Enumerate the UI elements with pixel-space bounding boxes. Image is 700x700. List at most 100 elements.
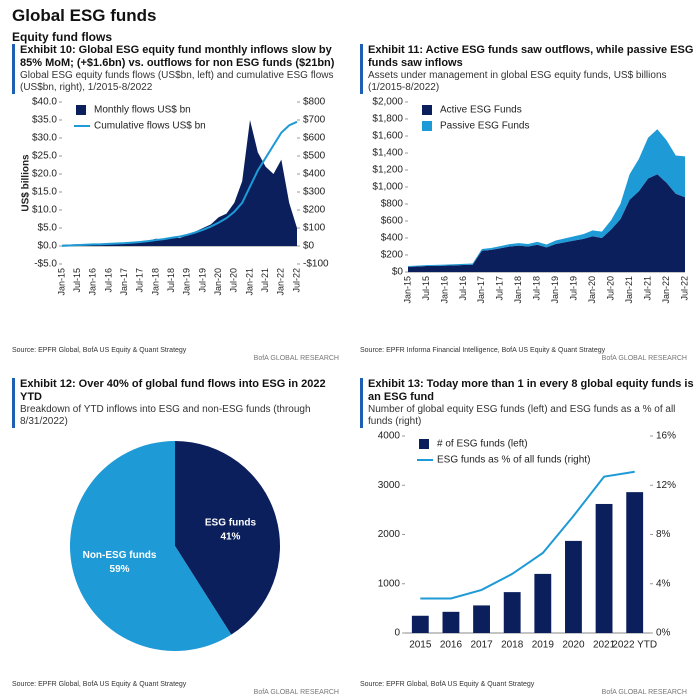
y-tick-label: $2,000 [372, 97, 403, 108]
y-tick-label: $25.0 [32, 151, 57, 162]
x-tick-label: Jan-20 [213, 268, 223, 296]
x-tick-label: Jul-16 [458, 276, 468, 301]
x-tick-label: 2019 [532, 640, 555, 651]
x-tick-label: Jul-22 [679, 276, 689, 301]
x-tick-label: 2018 [501, 640, 524, 651]
source: Source: EPFR Informa Financial Intellige… [360, 347, 606, 354]
legend-label: Cumulative flows US$ bn [94, 121, 206, 132]
x-tick-label: Jan-20 [587, 276, 597, 304]
x-tick-label: Jul-19 [197, 268, 207, 293]
x-tick-label: 2022 YTD [612, 640, 657, 651]
y-tick-label: $40.0 [32, 97, 57, 108]
bar [565, 540, 582, 633]
y2-tick-label: $700 [303, 115, 326, 126]
x-tick-label: Jul-15 [72, 268, 82, 293]
panel: Exhibit 11: Active ESG funds saw outflow… [360, 44, 695, 362]
x-tick-label: Jul-18 [166, 268, 176, 293]
legend-swatch [419, 439, 429, 449]
x-tick-label: Jul-16 [103, 268, 113, 293]
bar [534, 573, 552, 633]
y2-tick-label: $800 [303, 97, 326, 108]
chart: 0 1000 2000 3000 4000 0% 4% 8% 12% 16% 2015 2016 201… [378, 431, 676, 651]
y-tick-label: $0.0 [38, 241, 58, 252]
exhibit-title: Exhibit 11: Active ESG funds saw outflow… [360, 44, 695, 70]
x-tick-label: Jul-21 [260, 268, 270, 293]
pie-slice [69, 441, 232, 651]
legend-label: Monthly flows US$ bn [94, 105, 191, 116]
exhibit-subtitle: Global ESG equity funds flows (US$bn, le… [12, 70, 347, 94]
y-tick-label: $10.0 [32, 205, 57, 216]
x-tick-label: 2017 [470, 640, 493, 651]
y-tick-label: $20.0 [32, 169, 57, 180]
y-tick-label: $1,000 [372, 182, 403, 193]
x-tick-label: Jan-18 [150, 268, 160, 296]
y-tick-label: 3000 [378, 480, 401, 491]
header: Global ESG funds Equity fund flows [12, 6, 157, 44]
bar [595, 503, 613, 633]
chart: -$5.0 $0.0 $5.0 $10.0 $15.0 $20.0 $25.0 $30.0 $3… [21, 97, 329, 296]
x-tick-label: 2020 [562, 640, 585, 651]
exhibit-subtitle: Assets under management in global ESG eq… [360, 70, 695, 94]
y-tick-label: $35.0 [32, 115, 57, 126]
credit: BofA GLOBAL RESEARCH [601, 355, 687, 362]
legend-label: # of ESG funds (left) [437, 439, 528, 450]
x-tick-label: Jul-21 [642, 276, 652, 301]
credit: BofA GLOBAL RESEARCH [253, 355, 339, 362]
page-title: Global ESG funds [12, 6, 157, 25]
y2-tick-label: $200 [303, 205, 326, 216]
y2-tick-label: 4% [656, 578, 671, 589]
x-tick-label: Jan-21 [624, 276, 634, 304]
y2-tick-label: 8% [656, 529, 671, 540]
exhibit-subtitle: Breakdown of YTD inflows into ESG and no… [12, 404, 347, 428]
y-tick-label: 2000 [378, 529, 401, 540]
y2-tick-label: 0% [656, 628, 671, 639]
slice-label: Non-ESG funds [83, 550, 157, 561]
source: Source: EPFR Global, BofA US Equity & Qu… [12, 347, 187, 354]
x-tick-label: Jul-15 [421, 276, 431, 301]
x-tick-label: Jan-19 [182, 268, 192, 296]
y2-tick-label: $100 [303, 223, 326, 234]
y2-tick-label: $500 [303, 151, 326, 162]
y2-tick-label: 16% [656, 431, 676, 442]
y-tick-label: $400 [381, 233, 404, 244]
x-tick-label: Jul-20 [606, 276, 616, 301]
area [408, 174, 685, 272]
slice-value: 59% [110, 564, 130, 575]
y-tick-label: $5.0 [38, 223, 58, 234]
exhibit-subtitle: Number of global equity ESG funds (left)… [360, 404, 695, 428]
pie-slice [175, 441, 280, 635]
exhibit-title: Exhibit 10: Global ESG equity fund month… [12, 44, 347, 70]
y2-tick-label: $300 [303, 187, 326, 198]
panel: Exhibit 13: Today more than 1 in every 8… [360, 378, 695, 696]
panel: Exhibit 10: Global ESG equity fund month… [12, 44, 347, 362]
credit: BofA GLOBAL RESEARCH [601, 689, 687, 696]
page-subtitle: Equity fund flows [12, 30, 112, 44]
x-tick-label: Jan-16 [88, 268, 98, 296]
x-tick-label: Jul-19 [569, 276, 579, 301]
source: Source: EPFR Global, BofA US Equity & Qu… [360, 681, 535, 688]
exhibit-title: Exhibit 13: Today more than 1 in every 8… [360, 378, 695, 404]
x-tick-label: Jan-15 [402, 276, 412, 304]
area [408, 129, 685, 267]
y-tick-label: $800 [381, 199, 404, 210]
y-tick-label: $600 [381, 216, 404, 227]
y-tick-label: 0 [394, 628, 400, 639]
x-tick-label: Jan-22 [661, 276, 671, 304]
x-tick-label: Jul-17 [135, 268, 145, 293]
x-tick-label: Jul-22 [291, 268, 301, 293]
x-tick-label: Jul-18 [532, 276, 542, 301]
line [420, 470, 635, 600]
y-tick-label: 4000 [378, 431, 401, 442]
y-tick-label: $200 [381, 250, 404, 261]
chart: ESG funds 41% Non-ESG funds 59% [69, 441, 280, 651]
x-tick-label: Jan-15 [56, 268, 66, 296]
y-tick-label: $1,200 [372, 165, 403, 176]
x-tick-label: 2016 [440, 640, 463, 651]
legend-label: Active ESG Funds [440, 105, 522, 116]
panel: Exhibit 12: Over 40% of global fund flow… [12, 378, 347, 696]
x-tick-label: Jul-17 [495, 276, 505, 301]
y2-tick-label: 12% [656, 480, 676, 491]
y-axis-label: US$ billions [21, 154, 32, 212]
y-tick-label: $0 [392, 267, 404, 278]
y-tick-label: -$5.0 [34, 259, 57, 270]
